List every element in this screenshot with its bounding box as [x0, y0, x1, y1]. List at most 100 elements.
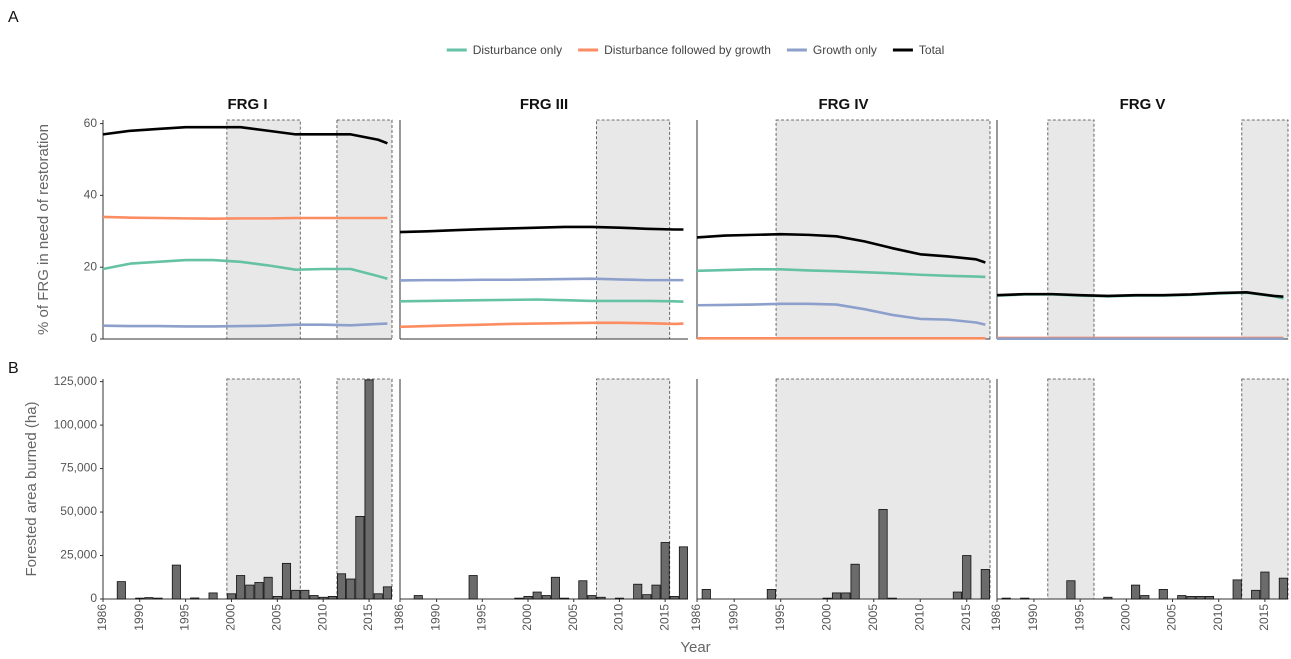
- x-tick-label: 1995: [178, 604, 192, 631]
- bar: [532, 591, 542, 600]
- bar: [272, 595, 282, 600]
- facet-title: FRG I: [228, 96, 268, 113]
- bar: [413, 595, 423, 600]
- bar: [309, 595, 319, 600]
- shaded-period: [336, 119, 393, 340]
- x-tick-label: 2010: [1211, 604, 1225, 631]
- bar: [952, 591, 963, 600]
- bar: [153, 597, 163, 600]
- series-line: [399, 225, 684, 234]
- bar: [523, 595, 533, 600]
- bar: [135, 597, 145, 600]
- shaded-period: [1047, 119, 1095, 340]
- panel-label: A: [8, 9, 19, 26]
- shaded-period: [775, 119, 991, 340]
- bar: [766, 589, 776, 600]
- bar: [1195, 595, 1205, 600]
- x-tick-label: 1990: [429, 604, 443, 631]
- bar: [1251, 589, 1261, 600]
- bar: [190, 597, 200, 600]
- bar: [660, 542, 670, 600]
- bar: [1131, 584, 1141, 600]
- facet-title: FRG III: [520, 96, 568, 113]
- shaded-period: [336, 378, 393, 600]
- bar: [633, 583, 643, 600]
- bar: [514, 597, 524, 600]
- bar: [300, 589, 310, 600]
- bar: [364, 379, 374, 600]
- x-tick-label: 1995: [474, 604, 488, 631]
- series-line: [102, 322, 388, 328]
- bar: [541, 595, 551, 600]
- bar: [1177, 595, 1187, 600]
- x-tick-label: 2000: [819, 604, 833, 631]
- x-axis-title: Year: [680, 639, 710, 656]
- series-line: [696, 232, 986, 264]
- series-line: [399, 277, 684, 282]
- series-line: [696, 302, 986, 326]
- legend-label: Disturbance only: [473, 43, 562, 57]
- x-tick-label: 1990: [726, 604, 740, 631]
- bar: [226, 593, 236, 600]
- bar: [831, 592, 842, 600]
- series-line: [399, 298, 684, 303]
- shaded-period: [226, 378, 301, 600]
- bar: [355, 515, 365, 600]
- bar: [578, 580, 588, 600]
- bar: [560, 597, 570, 600]
- y-tick-label: 60: [84, 116, 98, 130]
- bar: [254, 582, 264, 600]
- x-tick-label: 2010: [315, 604, 329, 631]
- bar: [841, 592, 851, 600]
- legend-label: Total: [919, 43, 944, 57]
- x-tick-label: 1986: [989, 604, 1003, 631]
- y-tick-label: 125,000: [54, 374, 98, 388]
- bar: [1103, 596, 1113, 600]
- bar: [327, 595, 337, 600]
- series-line: [696, 268, 986, 279]
- series-line: [399, 321, 684, 329]
- bar: [144, 597, 154, 600]
- legend-label: Growth only: [813, 43, 877, 57]
- bar: [1232, 579, 1242, 600]
- x-tick-label: 1995: [1072, 604, 1086, 631]
- bar: [382, 586, 392, 600]
- bar: [878, 509, 888, 600]
- y-tick-label: 0: [90, 591, 97, 605]
- bar: [701, 589, 711, 600]
- legend: Disturbance only Disturbance followed by …: [446, 43, 944, 57]
- series-line: [102, 215, 388, 221]
- bar: [1001, 597, 1011, 600]
- x-tick-label: 1986: [392, 604, 406, 631]
- bar: [850, 563, 860, 600]
- y-tick-label: 20: [84, 259, 98, 273]
- bar: [236, 575, 246, 600]
- series-line: [996, 291, 1284, 298]
- bar: [468, 575, 478, 600]
- bar: [887, 597, 897, 600]
- bar: [1158, 589, 1168, 600]
- bar: [337, 573, 347, 600]
- bar: [980, 569, 990, 600]
- facet-title: FRG IV: [818, 96, 868, 113]
- bar: [346, 578, 356, 600]
- bar: [642, 594, 652, 600]
- bar: [116, 581, 126, 600]
- bar: [281, 562, 292, 600]
- bar: [245, 584, 255, 600]
- bar: [550, 576, 560, 600]
- y-tick-label: 25,000: [60, 548, 97, 562]
- series-line: [102, 125, 388, 145]
- y-axis-title: % of FRG in need of restoration: [35, 124, 52, 335]
- y-tick-label: 75,000: [60, 461, 97, 475]
- y-axis-title: Forested area burned (ha): [23, 401, 40, 576]
- y-tick-label: 100,000: [54, 417, 98, 431]
- bar: [1278, 577, 1288, 600]
- bar: [822, 597, 832, 600]
- x-tick-label: 2000: [224, 604, 238, 631]
- x-tick-label: 1986: [689, 604, 703, 631]
- x-tick-label: 2015: [657, 604, 671, 631]
- series-line: [102, 258, 388, 280]
- facet-title: FRG V: [1120, 96, 1166, 113]
- shaded-period: [1241, 378, 1289, 600]
